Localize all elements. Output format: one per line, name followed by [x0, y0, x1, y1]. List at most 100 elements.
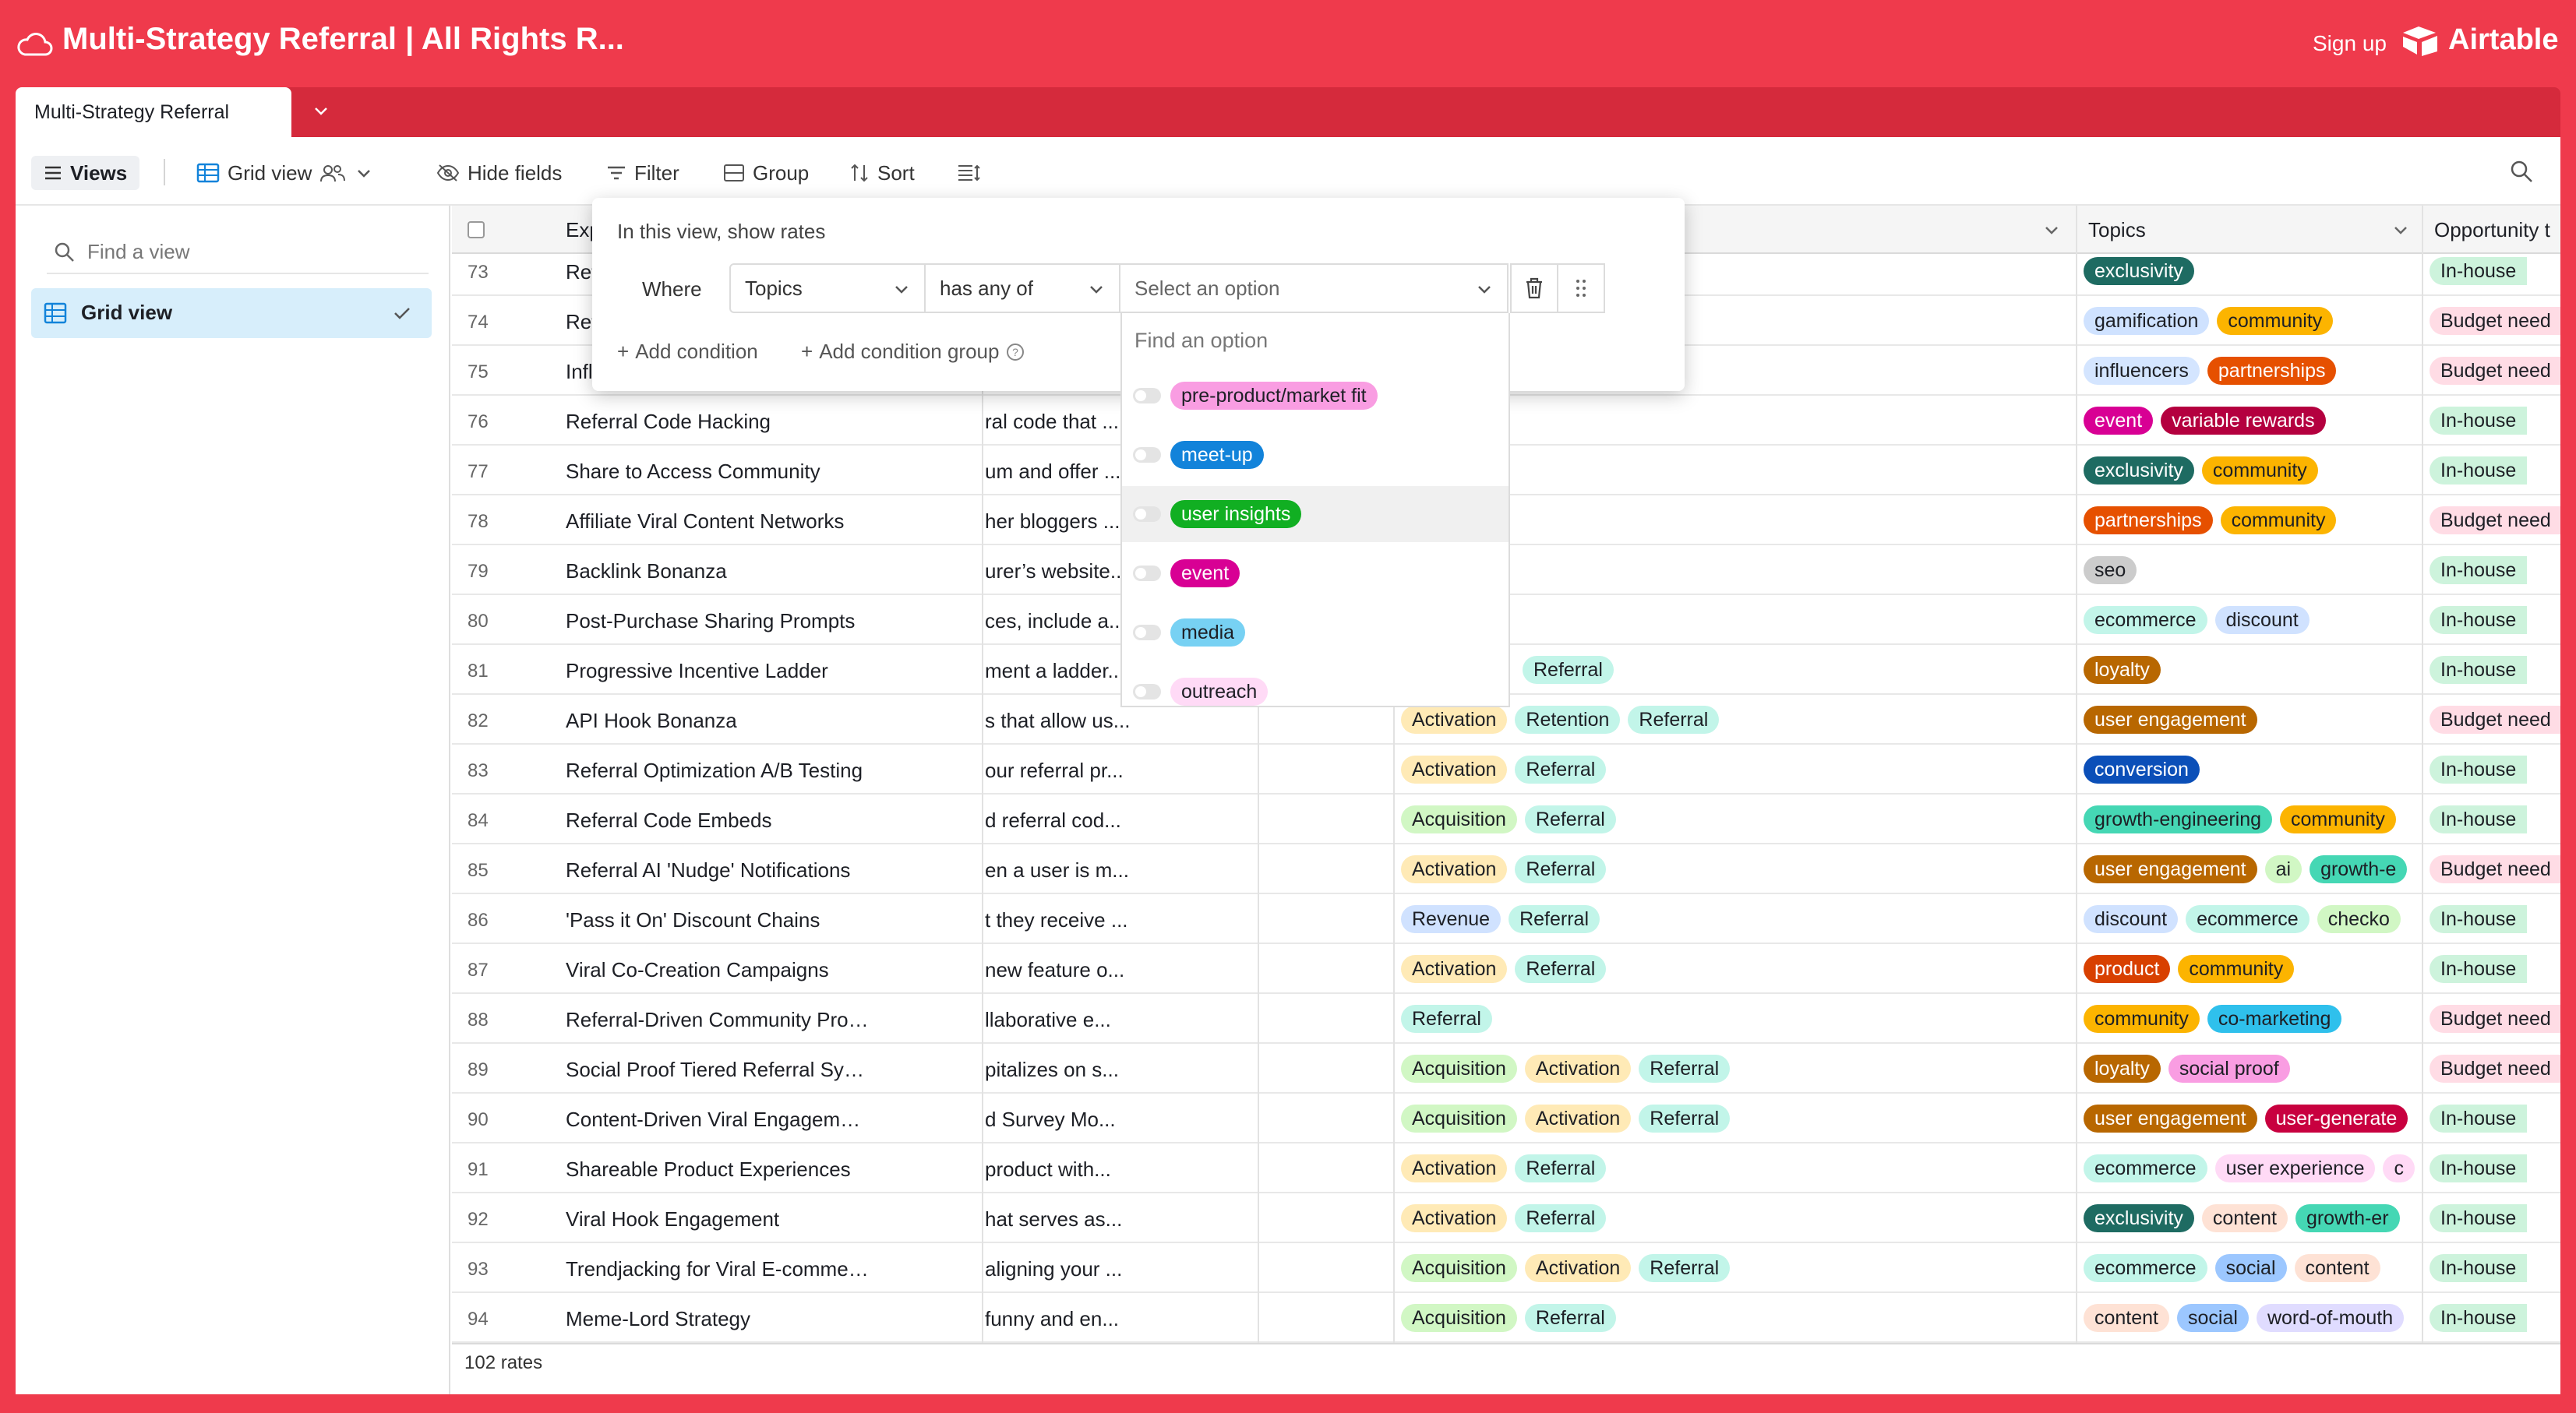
table-row[interactable]: 82 API Hook Bonanza s that allow us... Acti… [452, 695, 2560, 745]
funnel-stage-cell[interactable]: Activation Referral [1401, 1154, 2071, 1182]
option-toggle[interactable] [1133, 447, 1161, 463]
select-all-checkbox[interactable] [468, 221, 485, 238]
topics-cell[interactable]: event variable rewards [2084, 407, 2419, 435]
description-cell[interactable]: ral code that ... [985, 410, 1119, 433]
option-toggle[interactable] [1133, 684, 1161, 699]
opportunity-cell[interactable]: In-house [2430, 1154, 2560, 1182]
opportunity-cell[interactable]: In-house [2430, 656, 2560, 684]
topics-cell[interactable]: user engagement [2084, 706, 2419, 734]
option-toggle[interactable] [1133, 625, 1161, 640]
description-cell[interactable]: new feature o... [985, 958, 1125, 981]
table-row[interactable]: 84 Referral Code Embeds d referral cod... A… [452, 795, 2560, 844]
experiment-name-cell[interactable]: Content-Driven Viral Engagement Loop [566, 1108, 870, 1131]
add-condition-group-button[interactable]: + Add condition group ? [801, 340, 1025, 364]
hide-fields-button[interactable]: Hide fields [436, 156, 562, 190]
table-row[interactable]: 86 'Pass it On' Discount Chains t they rec… [452, 894, 2560, 944]
opportunity-cell[interactable]: In-house [2430, 955, 2560, 983]
description-cell[interactable]: ces, include a... [985, 609, 1126, 633]
tab-multi-strategy-referral[interactable] [16, 87, 291, 137]
topics-cell[interactable]: influencers partnerships [2084, 357, 2419, 385]
opportunity-cell[interactable]: In-house [2430, 1254, 2560, 1282]
filter-button[interactable]: Filter [606, 156, 679, 190]
topics-cell[interactable]: ecommerce user experience c [2084, 1154, 2419, 1182]
topics-cell[interactable]: gamification community [2084, 307, 2419, 335]
description-cell[interactable]: pitalizes on s... [985, 1058, 1119, 1081]
chevron-down-icon[interactable] [2041, 220, 2062, 240]
description-cell[interactable]: her bloggers ... [985, 509, 1120, 533]
table-row[interactable]: 94 Meme-Lord Strategy funny and en... Acqui… [452, 1293, 2560, 1343]
funnel-stage-cell[interactable]: Acquisition Activation Referral [1401, 1105, 2071, 1133]
experiment-name-cell[interactable]: Referral AI 'Nudge' Notifications [566, 858, 851, 882]
funnel-stage-cell[interactable]: Acquisition Activation Referral [1401, 1055, 2071, 1083]
experiment-name-cell[interactable]: Referral Code Embeds [566, 809, 772, 832]
opportunity-cell[interactable]: In-house [2430, 1304, 2560, 1332]
description-cell[interactable]: product with... [985, 1158, 1111, 1181]
topics-cell[interactable]: exclusivity content growth-er [2084, 1204, 2419, 1232]
experiment-name-cell[interactable]: Share to Access Community [566, 460, 820, 483]
funnel-stage-cell[interactable]: Activation Referral [1401, 855, 2071, 883]
option-item[interactable]: meet-up [1122, 427, 1509, 483]
table-row[interactable]: 91 Shareable Product Experiences product w… [452, 1143, 2560, 1193]
search-icon[interactable] [2509, 159, 2534, 184]
topics-cell[interactable]: user engagement user-generate [2084, 1105, 2419, 1133]
experiment-name-cell[interactable]: Progressive Incentive Ladder [566, 659, 828, 682]
group-button[interactable]: Group [723, 156, 809, 190]
description-cell[interactable]: um and offer ... [985, 460, 1121, 483]
table-row[interactable]: 89 Social Proof Tiered Referral System pit… [452, 1044, 2560, 1094]
topics-cell[interactable]: partnerships community [2084, 506, 2419, 534]
find-option-input[interactable]: Find an option [1134, 329, 1269, 352]
experiment-name-cell[interactable]: Referral Code Hacking [566, 410, 771, 433]
opportunity-cell[interactable]: Budget need [2430, 706, 2560, 734]
experiment-name-cell[interactable]: 'Pass it On' Discount Chains [566, 908, 820, 932]
find-view-input[interactable]: Find a view [47, 231, 429, 274]
description-cell[interactable]: aligning your ... [985, 1257, 1123, 1281]
topics-cell[interactable]: discount ecommerce checko [2084, 905, 2419, 933]
topics-cell[interactable]: exclusivity community [2084, 456, 2419, 485]
description-cell[interactable]: d referral cod... [985, 809, 1121, 832]
topics-cell[interactable]: loyalty [2084, 656, 2419, 684]
option-item[interactable]: pre-product/market fit [1122, 368, 1509, 424]
description-cell[interactable]: t they receive ... [985, 908, 1128, 932]
experiment-name-cell[interactable]: API Hook Bonanza [566, 709, 737, 732]
filter-value-select[interactable]: Select an option [1119, 263, 1509, 313]
opportunity-cell[interactable]: In-house [2430, 905, 2560, 933]
topics-cell[interactable]: user engagement ai growth-e [2084, 855, 2419, 883]
topics-cell[interactable]: content social word-of-mouth [2084, 1304, 2419, 1332]
table-row[interactable]: 92 Viral Hook Engagement hat serves as... A… [452, 1193, 2560, 1243]
help-icon[interactable]: ? [1005, 342, 1025, 362]
experiment-name-cell[interactable]: Social Proof Tiered Referral System [566, 1058, 870, 1081]
topics-cell[interactable]: ecommerce social content [2084, 1254, 2419, 1282]
experiment-name-cell[interactable]: Viral Hook Engagement [566, 1207, 780, 1231]
experiment-name-cell[interactable]: Shareable Product Experiences [566, 1158, 851, 1181]
experiment-name-cell[interactable]: Viral Co-Creation Campaigns [566, 958, 829, 981]
column-header-topics[interactable]: Topics [2088, 218, 2146, 241]
option-item[interactable]: event [1122, 545, 1509, 601]
funnel-stage-cell[interactable]: Referral [1401, 1005, 2071, 1033]
topics-cell[interactable]: seo [2084, 556, 2419, 584]
table-row[interactable]: 88 Referral-Driven Community Projects llab… [452, 994, 2560, 1044]
funnel-stage-cell[interactable]: Acquisition Referral [1401, 805, 2071, 833]
opportunity-cell[interactable]: In-house [2430, 805, 2560, 833]
description-cell[interactable]: en a user is m... [985, 858, 1129, 882]
experiment-name-cell[interactable]: Backlink Bonanza [566, 559, 727, 583]
chevron-down-icon[interactable] [310, 100, 332, 122]
opportunity-cell[interactable]: Budget need [2430, 506, 2560, 534]
delete-condition-button[interactable] [1510, 263, 1558, 313]
grid-view-switcher[interactable]: Grid view [196, 156, 374, 190]
option-item[interactable]: media [1122, 604, 1509, 661]
topics-cell[interactable]: product community [2084, 955, 2419, 983]
opportunity-cell[interactable]: In-house [2430, 1105, 2560, 1133]
add-condition-button[interactable]: + Add condition [617, 340, 758, 364]
sidebar-item-grid-view[interactable] [31, 288, 432, 338]
description-cell[interactable]: urer’s website... [985, 559, 1127, 583]
topics-cell[interactable]: community co-marketing [2084, 1005, 2419, 1033]
filter-operator-select[interactable]: has any of [924, 263, 1120, 313]
views-button[interactable]: Views [31, 156, 140, 190]
experiment-name-cell[interactable]: Referral-Driven Community Projects [566, 1008, 870, 1031]
topics-cell[interactable]: exclusivity [2084, 257, 2419, 285]
table-row[interactable]: 85 Referral AI 'Nudge' Notifications en a … [452, 844, 2560, 894]
funnel-stage-cell[interactable]: Activation Referral [1401, 1204, 2071, 1232]
table-row[interactable]: 93 Trendjacking for Viral E-commerce Camp… [452, 1243, 2560, 1293]
table-row[interactable]: 90 Content-Driven Viral Engagement Loop d … [452, 1094, 2560, 1143]
table-row[interactable]: 87 Viral Co-Creation Campaigns new feature… [452, 944, 2560, 994]
